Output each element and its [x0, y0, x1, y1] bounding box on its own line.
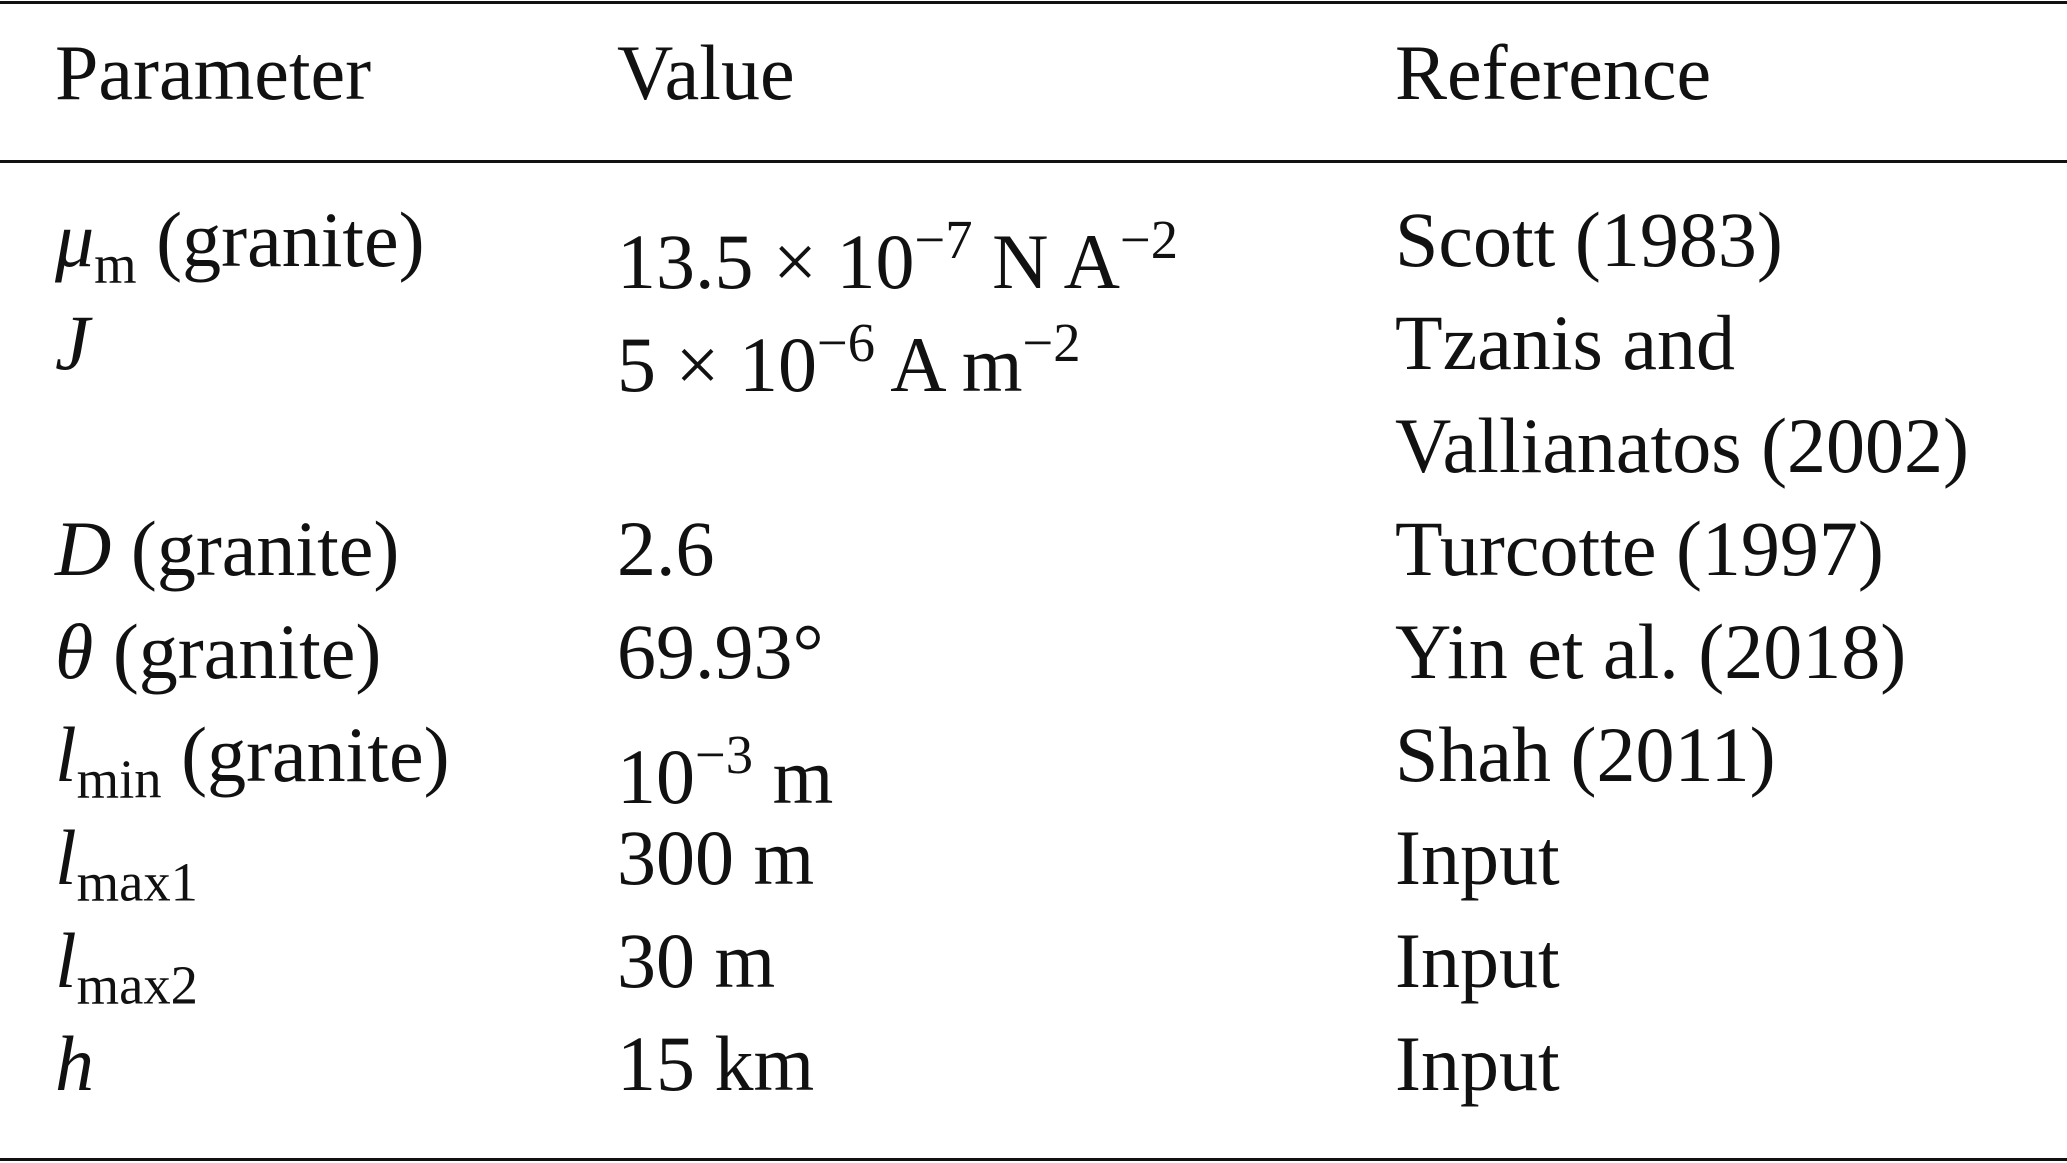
reference-cell: Turcotte (1997) — [1395, 497, 1884, 600]
header-cell: Reference — [1395, 29, 1712, 116]
parameter-symbol: μ — [55, 196, 95, 283]
value-cell: 69.93° — [617, 600, 824, 703]
value-cell: 10−3 m — [617, 703, 833, 828]
parameter-symbol: h — [55, 1020, 94, 1107]
reference-line: Shah (2011) — [1395, 711, 1776, 798]
reference-cell: Input — [1395, 1012, 1560, 1115]
reference-line: Scott (1983) — [1395, 196, 1783, 283]
value-text: 5 × 10 — [617, 321, 817, 409]
parameter-cell: J — [55, 291, 90, 394]
value-text: 300 m — [617, 814, 815, 901]
value-text: 13.5 × 10 — [617, 218, 915, 306]
value-text: A m — [875, 321, 1023, 409]
reference-cell: Tzanis and Vallianatos (2002) — [1395, 291, 1969, 497]
parameter-symbol: D — [55, 505, 112, 592]
header-cell: Value — [617, 29, 795, 116]
parameter-subscript: min — [76, 748, 162, 810]
value-text: 2.6 — [617, 505, 715, 592]
value-text: N A — [972, 218, 1120, 306]
value-superscript: −2 — [1119, 209, 1179, 270]
reference-line: Input — [1395, 917, 1560, 1004]
parameter-cell: h — [55, 1012, 94, 1115]
parameter-subscript: max2 — [76, 954, 198, 1016]
parameter-cell: θ (granite) — [55, 600, 381, 703]
parameter-text: (granite) — [156, 196, 425, 283]
value-cell: 30 m — [617, 909, 775, 1012]
parameter-cell: lmax2 — [55, 909, 198, 1036]
parameter-cell: μm (granite) — [55, 188, 425, 315]
parameter-text: (granite) — [181, 711, 450, 798]
parameter-text: (granite) — [130, 505, 400, 592]
value-text: 15 km — [617, 1020, 815, 1107]
parameter-symbol: J — [55, 299, 90, 386]
bottom-rule — [0, 1158, 2067, 1161]
parameter-symbol: l — [55, 814, 77, 901]
reference-line: Input — [1395, 814, 1560, 901]
reference-cell: Input — [1395, 806, 1560, 909]
value-text: 10 — [617, 733, 695, 821]
value-superscript: −2 — [1022, 312, 1081, 373]
value-text: m — [753, 733, 834, 821]
reference-cell: Shah (2011) — [1395, 703, 1776, 806]
value-cell: 13.5 × 10−7 N A−2 — [617, 188, 1178, 313]
top-rule — [0, 1, 2067, 4]
reference-cell: Yin et al. (2018) — [1395, 600, 1906, 703]
value-cell: 15 km — [617, 1012, 814, 1115]
value-text: 69.93° — [617, 608, 824, 695]
parameter-symbol: l — [55, 711, 77, 798]
reference-line: Yin et al. (2018) — [1395, 608, 1907, 695]
value-text: 30 m — [617, 917, 776, 1004]
reference-cell: Input — [1395, 909, 1560, 1012]
header-rule — [0, 160, 2067, 163]
value-cell: 5 × 10−6 A m−2 — [617, 291, 1081, 416]
parameter-cell: lmin (granite) — [55, 703, 450, 830]
value-cell: 300 m — [617, 806, 814, 909]
value-superscript: −6 — [817, 312, 876, 373]
value-superscript: −7 — [914, 209, 973, 270]
parameter-subscript: m — [94, 233, 137, 295]
reference-line: Tzanis and — [1395, 299, 1736, 386]
value-cell: 2.6 — [617, 497, 715, 600]
parameter-subscript: max1 — [76, 851, 198, 913]
reference-line: Vallianatos (2002) — [1395, 402, 1970, 489]
value-superscript: −3 — [695, 724, 754, 785]
parameter-symbol: θ — [55, 608, 94, 695]
parameter-symbol: l — [55, 917, 77, 1004]
parameter-cell: D (granite) — [55, 497, 399, 600]
reference-line: Input — [1395, 1020, 1560, 1107]
parameter-text: (granite) — [112, 608, 382, 695]
header-cell: Parameter — [55, 29, 372, 116]
parameter-cell: lmax1 — [55, 806, 198, 933]
reference-cell: Scott (1983) — [1395, 188, 1783, 291]
reference-line: Turcotte (1997) — [1395, 505, 1884, 592]
